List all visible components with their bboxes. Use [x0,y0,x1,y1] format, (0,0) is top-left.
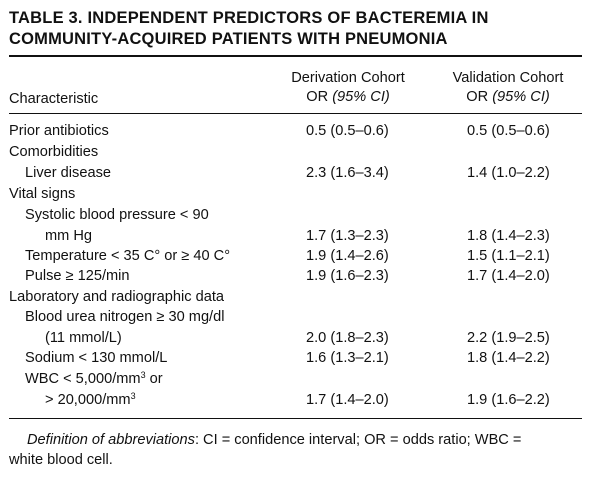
row-label-text: WBC < 5,000/mm [25,371,141,387]
row-label: mm Hg [45,228,93,244]
row-label-tail: or [145,371,163,387]
row-label: Prior antibiotics [9,123,109,139]
row-label: Blood urea nitrogen ≥ 30 mg/dl [25,309,225,325]
header-validation-sub: OR (95% CI) [428,88,588,107]
derivation-value: 1.9 (1.4–2.6) [306,248,389,264]
header-or: OR [466,89,489,105]
footnote-label: Definition of abbreviations [27,432,195,448]
table-row: Comorbidities [0,143,589,162]
row-label: WBC < 5,000/mm3 or [25,370,163,389]
table-row: Temperature < 35 C° or ≥ 40 C° 1.9 (1.4–… [0,247,589,266]
table-row: Sodium < 130 mmol/L 1.6 (1.3–2.1) 1.8 (1… [0,349,589,368]
table-row: Vital signs [0,185,589,204]
validation-value: 1.7 (1.4–2.0) [467,268,550,284]
header-ci: (95% CI) [332,89,390,105]
footnote-line-2: white blood cell. [9,452,113,468]
derivation-value: 1.6 (1.3–2.1) [306,350,389,366]
row-label: (11 mmol/L) [45,330,122,346]
table-title-line-2: COMMUNITY-ACQUIRED PATIENTS WITH PNEUMON… [9,30,448,48]
row-label-text: > 20,000/mm [45,392,131,408]
validation-value: 0.5 (0.5–0.6) [467,123,550,139]
derivation-value: 2.3 (1.6–3.4) [306,165,389,181]
table-row: Prior antibiotics 0.5 (0.5–0.6) 0.5 (0.5… [0,122,589,141]
derivation-value: 2.0 (1.8–2.3) [306,330,389,346]
row-label: Systolic blood pressure < 90 [25,207,209,223]
row-label: Sodium < 130 mmol/L [25,350,168,366]
header-validation: Validation Cohort OR (95% CI) [428,69,588,107]
table-title-line-1: TABLE 3. INDEPENDENT PREDICTORS OF BACTE… [9,9,489,27]
table-row: Pulse ≥ 125/min 1.9 (1.6–2.3) 1.7 (1.4–2… [0,267,589,286]
table-footnote: Definition of abbreviations: CI = confid… [9,430,584,470]
table-row: Systolic blood pressure < 90 [0,206,589,225]
derivation-value: 0.5 (0.5–0.6) [306,123,389,139]
header-derivation: Derivation Cohort OR (95% CI) [268,69,428,107]
validation-value: 2.2 (1.9–2.5) [467,330,550,346]
row-label: > 20,000/mm3 [45,391,136,410]
table-title: TABLE 3. INDEPENDENT PREDICTORS OF BACTE… [9,8,584,50]
row-label-sup: 3 [130,391,136,401]
row-label: Laboratory and radiographic data [9,289,225,305]
bottom-rule [9,418,582,419]
derivation-value: 1.9 (1.6–2.3) [306,268,389,284]
header-ci: (95% CI) [492,89,550,105]
derivation-value: 1.7 (1.3–2.3) [306,228,389,244]
table-row: Liver disease 2.3 (1.6–3.4) 1.4 (1.0–2.2… [0,164,589,183]
validation-value: 1.4 (1.0–2.2) [467,165,550,181]
footnote-line-1: Definition of abbreviations: CI = confid… [9,430,584,450]
header-derivation-sub: OR (95% CI) [268,88,428,107]
header-rule [9,113,582,114]
row-label: Temperature < 35 C° or ≥ 40 C° [25,248,231,264]
footnote-text: : CI = confidence interval; OR = odds ra… [194,432,522,448]
derivation-value: 1.7 (1.4–2.0) [306,392,389,408]
validation-value: 1.5 (1.1–2.1) [467,248,550,264]
table-row: (11 mmol/L) 2.0 (1.8–2.3) 2.2 (1.9–2.5) [0,329,589,348]
row-label: Pulse ≥ 125/min [25,268,130,284]
validation-value: 1.8 (1.4–2.2) [467,350,550,366]
header-derivation-title: Derivation Cohort [291,70,405,86]
header-characteristic: Characteristic [9,91,99,107]
header-or: OR [306,89,329,105]
table-row: Laboratory and radiographic data [0,288,589,307]
row-label: Comorbidities [9,144,99,160]
validation-value: 1.9 (1.6–2.2) [467,392,550,408]
row-label: Liver disease [25,165,111,181]
top-rule [9,55,582,57]
validation-value: 1.8 (1.4–2.3) [467,228,550,244]
table-row: Blood urea nitrogen ≥ 30 mg/dl [0,308,589,327]
table-row: mm Hg 1.7 (1.3–2.3) 1.8 (1.4–2.3) [0,227,589,246]
row-label: Vital signs [9,186,76,202]
header-validation-title: Validation Cohort [452,70,564,86]
table-row: > 20,000/mm3 1.7 (1.4–2.0) 1.9 (1.6–2.2) [0,391,589,410]
table-row: WBC < 5,000/mm3 or [0,370,589,389]
row-label-sup: 3 [140,370,146,380]
